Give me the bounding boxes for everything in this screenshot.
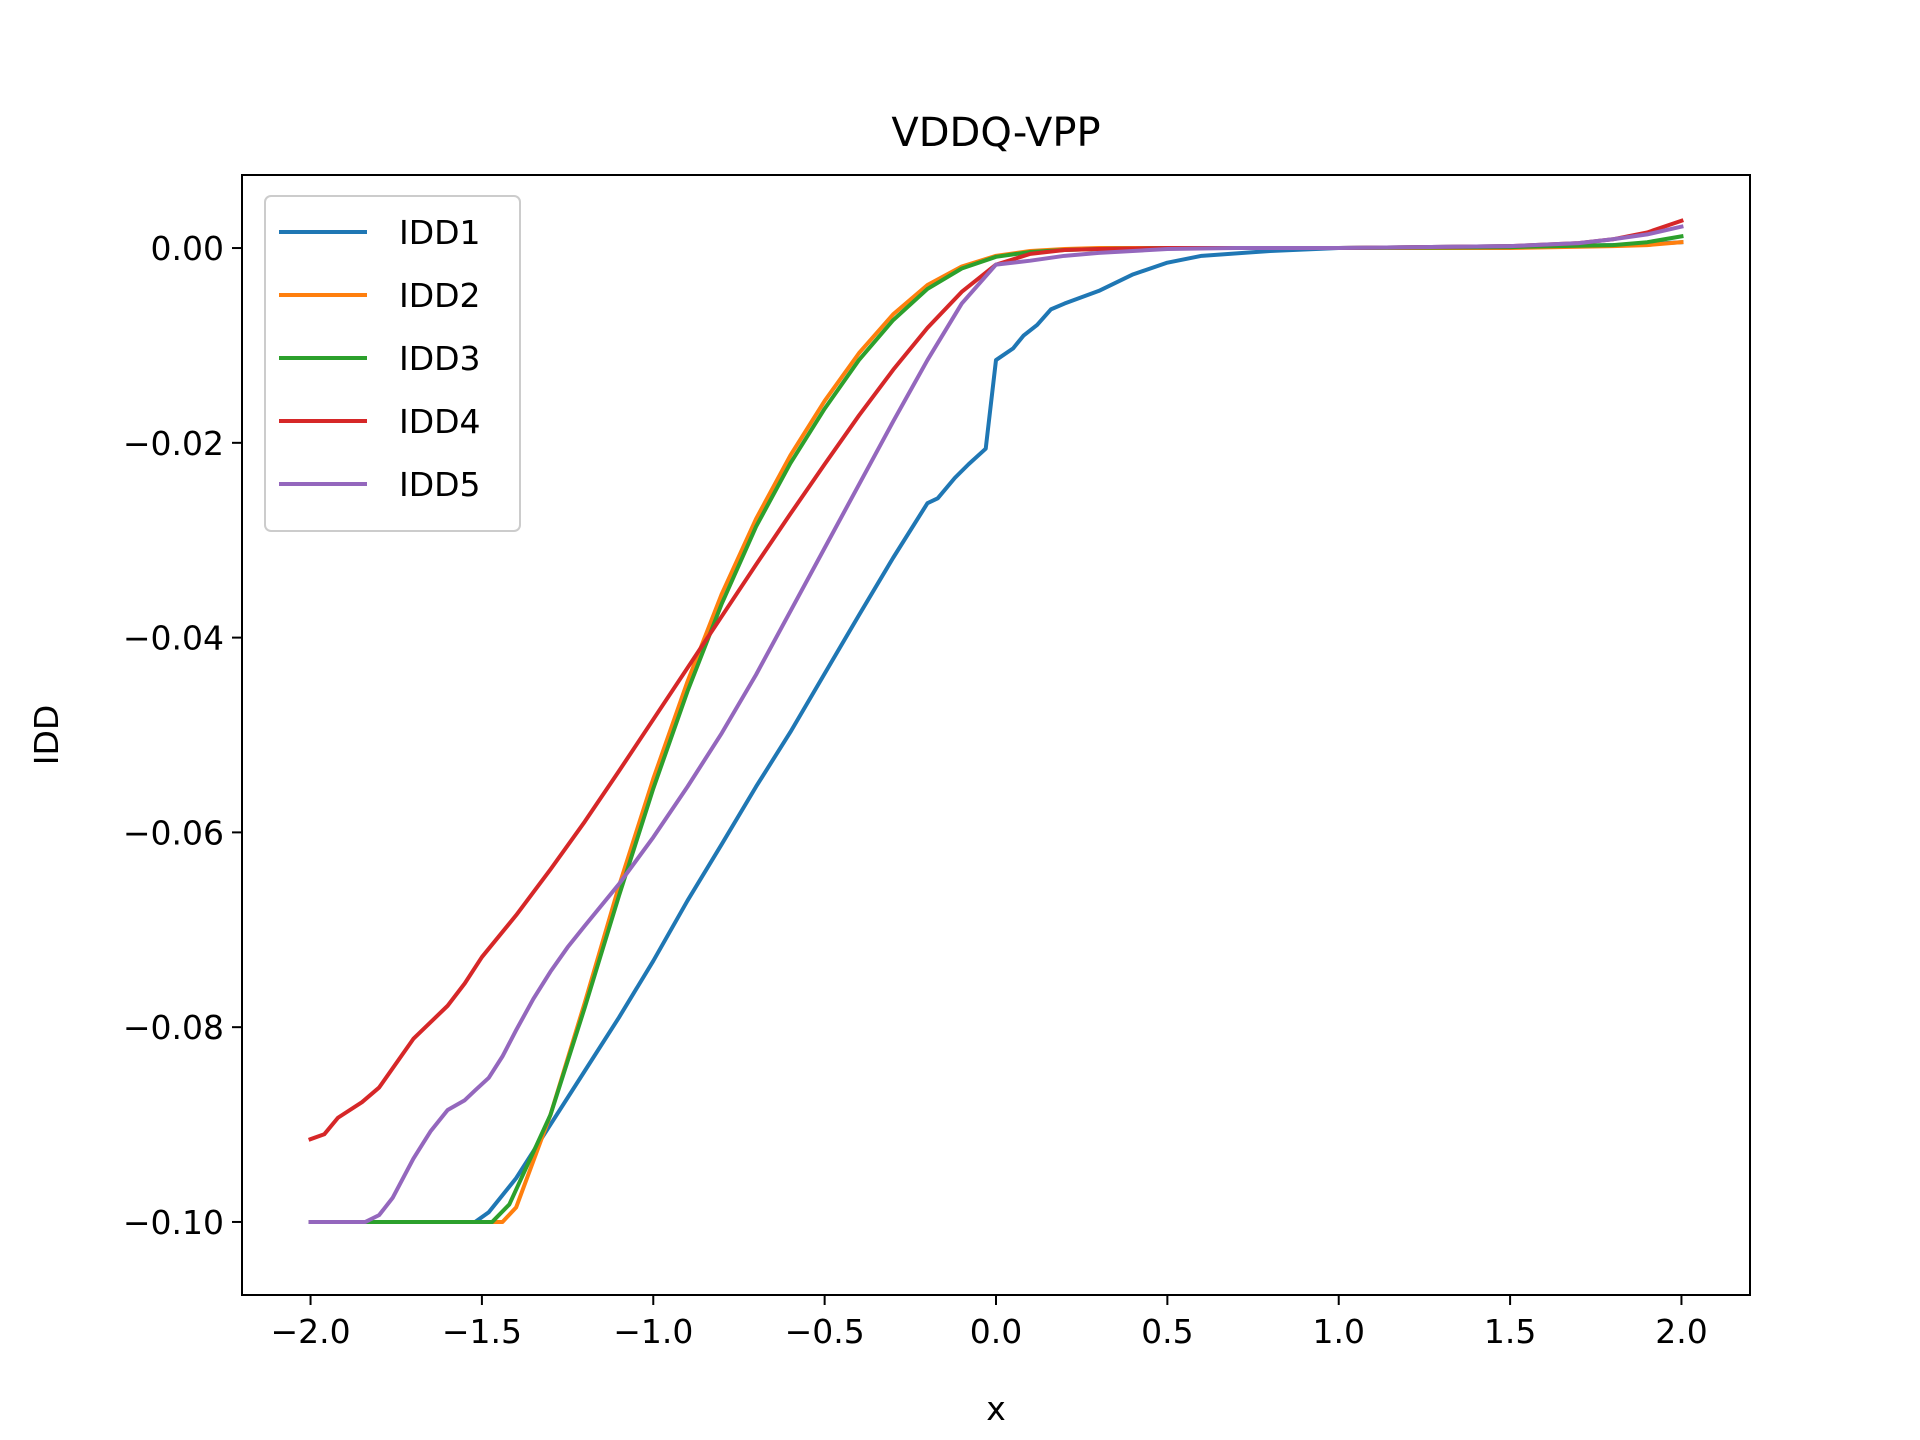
x-tick-label: 2.0 [1655, 1312, 1707, 1351]
y-axis: 0.00 −0.02 −0.04 −0.06 −0.08 −0.10 [123, 229, 242, 1242]
series-line-idd5 [308, 224, 1684, 1224]
legend-label: IDD4 [399, 402, 481, 441]
legend-label: IDD5 [399, 465, 481, 504]
series-layer [307, 218, 1684, 1224]
x-axis: −2.0 −1.5 −1.0 −0.5 0.0 0.5 1.0 1.5 2.0 [270, 1295, 1708, 1351]
x-tick-label: 0.0 [970, 1312, 1022, 1351]
x-tick-label: 0.5 [1141, 1312, 1193, 1351]
x-axis-label: x [986, 1389, 1006, 1428]
x-tick-label: −0.5 [785, 1312, 865, 1351]
y-axis-label: IDD [27, 705, 66, 766]
y-tick-label: −0.10 [123, 1203, 224, 1242]
y-tick-label: −0.06 [123, 813, 224, 852]
x-tick-label: 1.5 [1484, 1312, 1536, 1351]
legend-label: IDD3 [399, 339, 481, 378]
x-tick-label: −2.0 [270, 1312, 350, 1351]
legend-frame [264, 195, 521, 532]
legend-label: IDD1 [399, 213, 481, 252]
y-tick-label: −0.08 [123, 1008, 224, 1047]
y-tick-label: 0.00 [151, 229, 224, 268]
x-tick-label: −1.5 [442, 1312, 522, 1351]
legend: IDD1 IDD2 IDD3 IDD4 IDD5 [264, 195, 521, 532]
y-tick-label: −0.04 [123, 619, 224, 658]
y-tick-label: −0.02 [123, 424, 224, 463]
legend-label: IDD2 [399, 276, 481, 315]
chart-title: VDDQ-VPP [891, 110, 1100, 156]
x-tick-label: 1.0 [1312, 1312, 1364, 1351]
x-tick-label: −1.0 [613, 1312, 693, 1351]
